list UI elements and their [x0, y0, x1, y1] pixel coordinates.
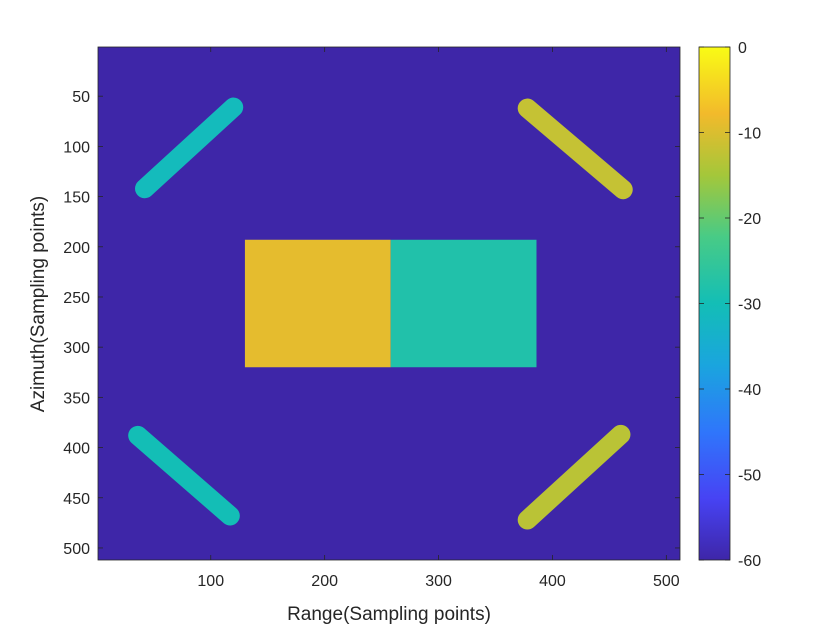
y-tick-label: 450 [63, 491, 90, 508]
colorbar-tick-label: -50 [738, 468, 761, 485]
colorbar [698, 46, 731, 561]
heatmap-region-1 [244, 239, 391, 368]
colorbar-tick-label: -40 [738, 382, 761, 399]
x-tick-label: 400 [539, 573, 566, 590]
y-tick-label: 100 [63, 139, 90, 156]
x-tick-label: 100 [197, 573, 224, 590]
colorbar-tick-label: -60 [738, 553, 761, 570]
plot-frame [97, 46, 681, 561]
heatmap-strip-4 [517, 98, 633, 200]
y-tick-label: 50 [72, 89, 90, 106]
x-tick-label: 200 [311, 573, 338, 590]
y-tick-label: 300 [63, 340, 90, 357]
y-tick-label: 150 [63, 190, 90, 207]
x-axis-label: Range(Sampling points) [287, 604, 491, 625]
heatmap-strip-6 [517, 424, 631, 530]
colorbar-tick-label: -20 [738, 211, 761, 228]
colorbar-tick-label: -10 [738, 126, 761, 143]
x-tick-label: 300 [425, 573, 452, 590]
y-tick-label: 350 [63, 390, 90, 407]
heatmap-strip-3 [135, 97, 244, 199]
heatmap-strip-5 [128, 425, 240, 526]
x-tick-label: 500 [653, 573, 680, 590]
y-tick-label: 250 [63, 290, 90, 307]
heatmap-region-2 [390, 239, 537, 368]
y-tick-label: 400 [63, 441, 90, 458]
colorbar-tick-label: 0 [738, 40, 747, 57]
y-tick-label: 500 [63, 541, 90, 558]
y-tick-label: 200 [63, 240, 90, 257]
y-axis-label: Azimuth(Sampling points) [28, 196, 49, 412]
colorbar-tick-label: -30 [738, 297, 761, 314]
